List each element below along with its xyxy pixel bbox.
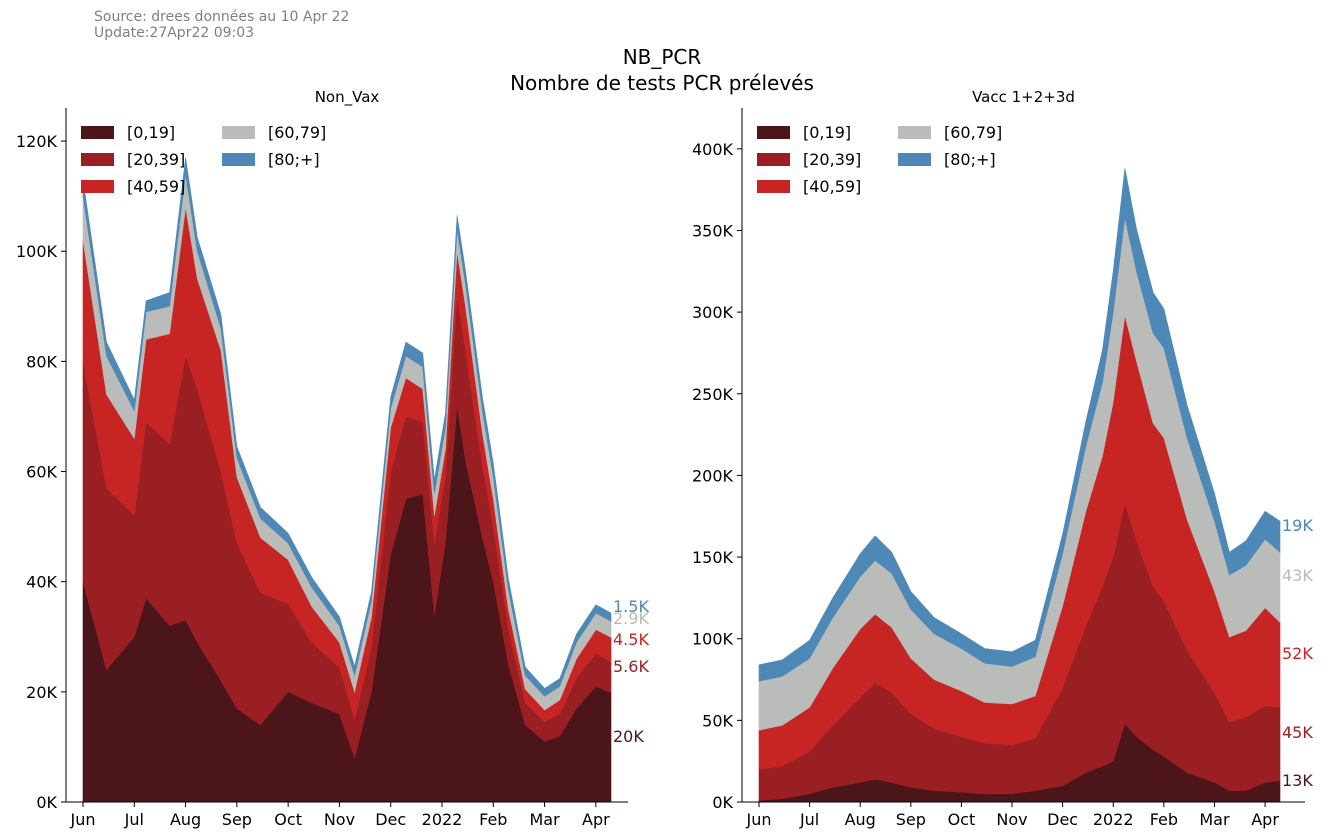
x-tick-label: Oct <box>274 810 302 829</box>
end-label-5: 19K <box>1282 516 1313 535</box>
y-tick-label: 100K <box>692 630 734 649</box>
y-tick-label: 40K <box>26 573 57 592</box>
end-label-4: 2.9K <box>613 609 649 628</box>
source-note: Source: drees données au 10 Apr 22 Updat… <box>94 9 349 41</box>
update-text: Update:27Apr22 09:03 <box>94 25 255 41</box>
legend-swatch <box>898 126 931 139</box>
legend: [0,19] [20,39] [40,59] [60,79] [80;+] <box>81 123 326 196</box>
figure-title-main: NB_PCR <box>622 45 702 69</box>
y-tick-label: 400K <box>692 140 734 159</box>
legend-label: [0,19] <box>803 123 851 142</box>
x-tick-label: Dec <box>375 810 406 829</box>
x-tick-label: Apr <box>1251 810 1279 829</box>
x-tick-label: Aug <box>845 810 876 829</box>
legend-label: [60,79] <box>268 123 326 142</box>
x-tick-label: Jul <box>799 810 819 829</box>
x-tick-label: Sep <box>896 810 926 829</box>
y-tick-label: 120K <box>16 132 58 151</box>
x-tick-label: Mar <box>1199 810 1230 829</box>
x-tick-label: Aug <box>170 810 201 829</box>
y-tick-label: 350K <box>692 221 734 240</box>
y-tick-label: 250K <box>692 385 734 404</box>
x-tick-label: Dec <box>1047 810 1078 829</box>
legend-label: [60,79] <box>944 123 1002 142</box>
end-label-3: 4.5K <box>613 630 649 649</box>
end-label-3: 52K <box>1282 644 1313 663</box>
x-tick-label: Oct <box>948 810 976 829</box>
y-tick-label: 150K <box>692 548 734 567</box>
x-tick-label: Sep <box>222 810 252 829</box>
y-tick-label: 0K <box>36 793 57 812</box>
x-tick-label: Feb <box>479 810 507 829</box>
x-tick-label: Feb <box>1150 810 1178 829</box>
legend-label: [0,19] <box>127 123 175 142</box>
legend-swatch <box>81 153 114 166</box>
panel-title: Non_Vax <box>315 88 380 107</box>
x-tick-label: Jul <box>124 810 144 829</box>
x-tick-label: Jun <box>70 810 96 829</box>
legend-label: [20,39] <box>127 150 185 169</box>
legend-swatch <box>81 126 114 139</box>
y-tick-label: 60K <box>26 463 57 482</box>
x-tick-label: 2022 <box>1093 810 1134 829</box>
end-label-1: 13K <box>1282 771 1313 790</box>
legend-label: [40,59] <box>803 177 861 196</box>
y-tick-label: 100K <box>16 242 58 261</box>
chart-panel-1: 20K 5.6K 4.5K 2.9K1.5K 0K 20K 40K 60K 80K 100K 120… <box>16 88 649 829</box>
legend-label: [40,59] <box>127 177 185 196</box>
area-80-+ <box>758 168 1281 682</box>
y-tick-label: 80K <box>26 352 57 371</box>
y-tick-label: 300K <box>692 303 734 322</box>
legend-swatch <box>222 153 255 166</box>
x-tick-label: Apr <box>582 810 610 829</box>
end-label-2: 5.6K <box>613 657 649 676</box>
x-tick-label: Mar <box>529 810 560 829</box>
y-tick-label: 20K <box>26 683 57 702</box>
figure-title-sub: Nombre de tests PCR prélevés <box>510 71 814 95</box>
x-tick-label: Jun <box>746 810 772 829</box>
legend-swatch <box>757 126 790 139</box>
panel-title: Vacc 1+2+3d <box>972 88 1075 106</box>
x-tick-label: Nov <box>996 810 1027 829</box>
end-label-5: 1.5K <box>613 597 649 616</box>
legend: [0,19] [20,39] [40,59] [60,79] [80;+] <box>757 123 1002 196</box>
legend-swatch <box>757 180 790 193</box>
x-tick-label: 2022 <box>422 810 463 829</box>
figure-title: NB_PCR Nombre de tests PCR prélevés <box>0 44 1324 96</box>
legend-swatch <box>222 126 255 139</box>
legend-swatch <box>81 180 114 193</box>
y-tick-label: 200K <box>692 466 734 485</box>
end-label-1: 20K <box>613 727 644 746</box>
chart-panel-2: 13K 45K 52K 43K 19K 0K 50K 100K 150K 200K 250K 300K… <box>692 88 1313 829</box>
x-tick-label: Nov <box>324 810 355 829</box>
source-text: Source: drees données au 10 Apr 22 <box>94 9 350 25</box>
legend-swatch <box>898 153 931 166</box>
y-tick-label: 50K <box>702 711 733 730</box>
y-tick-label: 0K <box>712 793 733 812</box>
end-label-4: 43K <box>1282 566 1313 585</box>
legend-label: [80;+] <box>268 150 320 169</box>
legend-label: [20,39] <box>803 150 861 169</box>
end-label-2: 45K <box>1282 723 1313 742</box>
legend-swatch <box>757 153 790 166</box>
legend-label: [80;+] <box>944 150 996 169</box>
area-80-+ <box>82 157 612 697</box>
